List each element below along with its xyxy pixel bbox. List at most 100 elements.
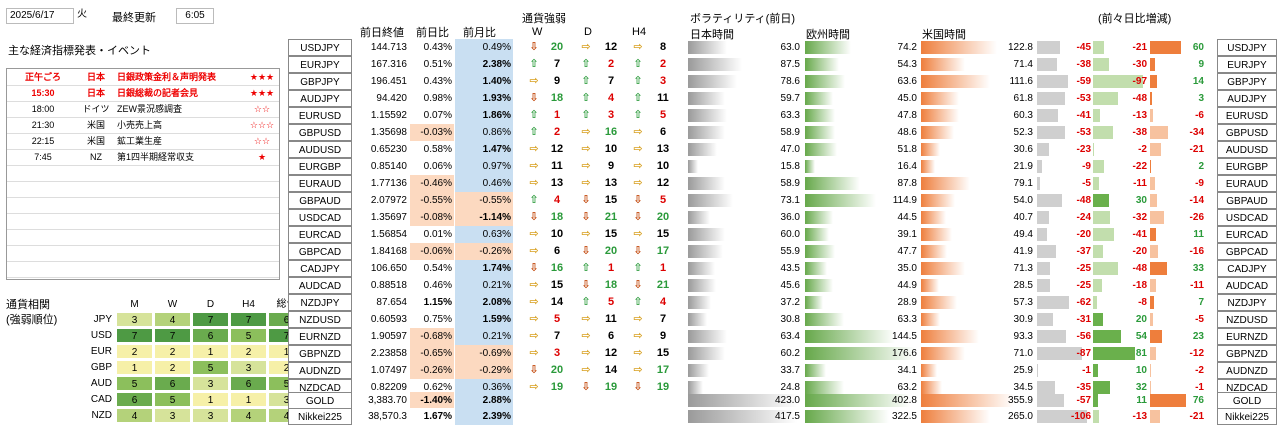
- chg-value-1: -38: [1132, 127, 1147, 138]
- chg-value-2: 23: [1192, 331, 1204, 342]
- day-change: -0.06%: [410, 243, 454, 260]
- chg-value-0: -106: [1070, 411, 1091, 422]
- vol-eu-value: 28.9: [897, 297, 917, 308]
- pair-name: EURUSD: [288, 107, 352, 124]
- event-country: 米国: [86, 136, 105, 146]
- chg-value-2: 76: [1192, 395, 1204, 406]
- chg-bar-1: [1093, 177, 1099, 190]
- pair-row: GBPUSD 1.35698 -0.03% 0.86% ⇧ 2 ⇨ 16 ⇨ 6 58.9 48.6 5…: [0, 124, 1281, 141]
- event-row-empty: [7, 261, 279, 278]
- corr-row-label: JPY: [93, 314, 112, 325]
- pair-name: CADJPY: [288, 260, 352, 277]
- strength-w-value: 13: [550, 177, 564, 189]
- strength-h4-value: 10: [656, 160, 670, 172]
- vol-us-bar: [921, 41, 998, 54]
- chg-bar-1: [1093, 92, 1118, 105]
- chg-value-0: -38: [1076, 59, 1091, 70]
- event-country: NZ: [90, 152, 102, 162]
- chg-bar-0: [1037, 262, 1050, 275]
- strength-d-value: 15: [604, 194, 618, 206]
- corr-title: 通貨相関: [6, 299, 50, 311]
- chg-value-0: -59: [1076, 76, 1091, 87]
- chg-value-0: -9: [1082, 161, 1091, 172]
- vol-jp-value: 55.9: [780, 246, 800, 257]
- corr-cell: 1: [230, 392, 267, 407]
- chg-value-1: 54: [1135, 331, 1147, 342]
- vol-us-bar: [921, 262, 966, 275]
- vol-us-bar: [921, 160, 935, 173]
- chg-value-2: -21: [1189, 411, 1204, 422]
- vol-us-value: 30.9: [1013, 314, 1033, 325]
- pair-name: EURJPY: [288, 56, 352, 73]
- day-change: 1.67%: [410, 408, 454, 425]
- vol-us-bar: [921, 364, 938, 377]
- vol-us-value: 61.8: [1013, 93, 1033, 104]
- pair-row: AUDJPY 94.420 0.98% 1.93% ⇩ 18 ⇧ 4 ⇧ 11 59.7 45.0 61…: [0, 90, 1281, 107]
- corr-cell: 1: [192, 344, 229, 359]
- chg-value-0: -87: [1076, 348, 1091, 359]
- pair-row: GBPNZD 2.23858 -0.65% -0.69% ⇨ 3 ⇨ 12 ⇨ 15 60.2 176…: [0, 345, 1281, 362]
- vol-jp-bar: [688, 41, 728, 54]
- chg-value-0: -53: [1076, 127, 1091, 138]
- chg-value-0: -45: [1076, 42, 1091, 53]
- vol-jp-bar: [688, 313, 708, 326]
- chg-bar-2: [1150, 194, 1158, 207]
- corr-cell: 1: [192, 392, 229, 407]
- chg-value-1: -48: [1132, 263, 1147, 274]
- vol-us-value: 79.1: [1013, 178, 1033, 189]
- strength-d-value: 3: [607, 109, 615, 121]
- corr-cell: 7: [116, 328, 153, 343]
- strength-d-icon: ⇩: [581, 194, 591, 206]
- chg-bar-0: [1037, 177, 1040, 190]
- chg-bar-1: [1093, 279, 1103, 292]
- chg-bar-1: [1093, 330, 1122, 343]
- strength-w-value: 20: [550, 41, 564, 53]
- chg-value-0: -25: [1076, 263, 1091, 274]
- strength-h4-value: 13: [656, 143, 670, 155]
- chg-value-0: -31: [1076, 314, 1091, 325]
- month-change: -0.69%: [455, 345, 513, 362]
- strength-w-icon: ⇧: [529, 58, 539, 70]
- col-mom: 前月比: [463, 27, 496, 39]
- pair-name: USDJPY: [288, 39, 352, 56]
- pair-row: EURNZD 1.90597 -0.68% 0.21% ⇨ 7 ⇨ 6 ⇨ 9 63.4 144.5 9…: [0, 328, 1281, 345]
- vol-eu-bar: [805, 177, 860, 190]
- event-time: 18:00: [31, 104, 55, 114]
- vol-eu-bar: [805, 126, 836, 139]
- prev-close: 1.90597: [370, 331, 407, 342]
- prev-close: 0.88518: [370, 280, 407, 291]
- vol-eu-value: 63.3: [897, 314, 917, 325]
- pair-row: GBPAUD 2.07972 -0.55% -0.55% ⇧ 4 ⇩ 15 ⇩ 5 73.1 114.…: [0, 192, 1281, 209]
- pair-name-right: EURGBP: [1217, 158, 1277, 175]
- corr-cell: 3: [116, 312, 153, 327]
- pair-name: EURNZD: [288, 328, 352, 345]
- strength-w-icon: ⇧: [529, 194, 539, 206]
- pair-name-right: GBPAUD: [1217, 192, 1277, 209]
- pair-name: EURAUD: [288, 175, 352, 192]
- chg-bar-2: [1150, 211, 1164, 224]
- event-stars: ☆☆☆: [249, 120, 275, 130]
- col-jp-time: 日本時間: [690, 29, 734, 41]
- prev-close: 2.07972: [370, 195, 407, 206]
- strength-w-value: 7: [553, 330, 561, 342]
- strength-d-value: 18: [604, 279, 618, 291]
- vol-eu-bar: [805, 92, 833, 105]
- pair-row: USDJPY 144.713 0.43% 0.49% ⇩ 20 ⇨ 12 ⇨ 8 63.0 74.2 1…: [0, 39, 1281, 56]
- vol-jp-bar: [688, 296, 712, 309]
- vol-jp-value: 417.5: [774, 411, 800, 422]
- vol-eu-value: 176.6: [891, 348, 917, 359]
- vol-eu-value: 54.3: [897, 59, 917, 70]
- vol-eu-value: 114.9: [892, 195, 917, 206]
- prev-close: 1.15592: [370, 110, 407, 121]
- month-change: 2.38%: [455, 56, 513, 73]
- strength-w-icon: ⇨: [529, 160, 539, 172]
- event-country: ドイツ: [82, 104, 110, 114]
- vol-us-value: 49.4: [1013, 229, 1033, 240]
- strength-h4-icon: ⇧: [633, 109, 643, 121]
- pair-name-right: NZDUSD: [1217, 311, 1277, 328]
- pair-name: AUDNZD: [288, 362, 352, 379]
- vol-us-bar: [921, 394, 1014, 407]
- chg-value-0: -24: [1076, 212, 1091, 223]
- col-volatility: ボラティリティ(前日): [690, 13, 796, 25]
- event-row: 22:15 米国 鉱工業生産 ☆☆: [7, 133, 279, 150]
